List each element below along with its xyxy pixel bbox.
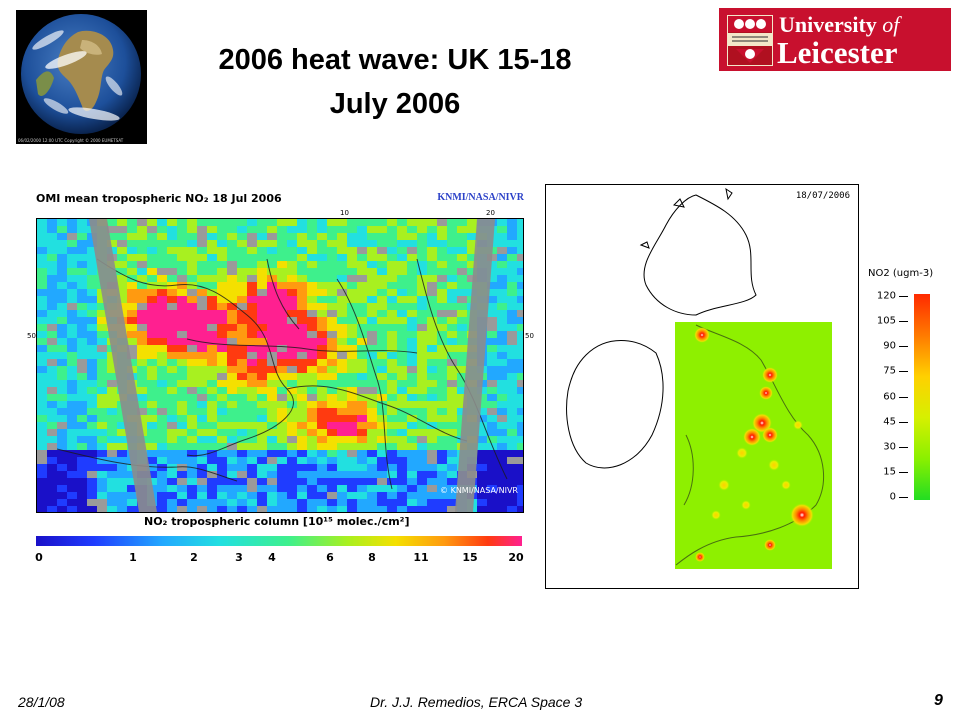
- crest-icon: [727, 15, 773, 66]
- uk-legend-label: 30: [883, 441, 896, 453]
- colorbar-label-3: 3: [235, 551, 243, 564]
- colorbar-label-20: 20: [508, 551, 524, 564]
- omi-no2-heatmap: [36, 218, 524, 513]
- omi-no2-heatmap-graphic: [37, 219, 523, 512]
- top-axis-tick-10: 10: [340, 209, 349, 217]
- uk-map-legend-colorbar: [914, 294, 930, 500]
- top-axis-tick-20: 20: [486, 209, 495, 217]
- colorbar-label-0: 0: [35, 551, 43, 564]
- side-axis-tick-50-right: 50: [525, 332, 534, 340]
- colorbar-title: NO₂ tropospheric column [10¹⁵ molec./cm²…: [144, 515, 410, 528]
- omi-map-watermark: © KNMI/NASA/NIVR: [440, 486, 518, 495]
- colorbar-label-11: 11: [413, 551, 429, 564]
- uk-legend-label: 45: [883, 416, 896, 428]
- earth-image-caption: 06/02/2000 12:00 UTC Copyright © 2000 EU…: [18, 138, 124, 143]
- earth-satellite-image: 06/02/2000 12:00 UTC Copyright © 2000 EU…: [16, 10, 147, 144]
- slide-title-line2: July 2006: [329, 88, 461, 120]
- uk-legend-label: 0: [889, 491, 896, 503]
- omi-map-credit: KNMI/NASA/NIVR: [437, 192, 524, 203]
- uk-no2-map-graphic: [566, 187, 832, 569]
- page-number: 9: [934, 692, 943, 709]
- uk-legend-label: 60: [883, 391, 896, 402]
- colorbar-label-4: 4: [268, 551, 276, 564]
- logo-text-university: University of: [779, 12, 900, 37]
- colorbar-label-15: 15: [462, 551, 478, 564]
- colorbar-label-2: 2: [190, 551, 198, 564]
- no2-colorbar: [36, 536, 522, 546]
- uk-legend-tick: [899, 396, 908, 398]
- colorbar-label-6: 6: [326, 551, 334, 564]
- uk-legend-tick: [899, 296, 908, 297]
- uk-legend-label: 15: [883, 466, 896, 478]
- footer-date: 28/1/08: [18, 694, 65, 710]
- colorbar-label-1: 1: [129, 551, 137, 564]
- slide-title: 2006 heat wave: UK 15-18 July 2006: [150, 38, 640, 126]
- omi-no2-map-panel: OMI mean tropospheric NO₂ 18 Jul 2006 KN…: [24, 184, 536, 570]
- uk-legend-tick: [899, 446, 908, 448]
- footer-author: Dr. J.J. Remedios, ERCA Space 3: [370, 694, 583, 710]
- uk-legend-tick: [899, 346, 908, 348]
- uk-legend-label: 90: [883, 340, 896, 352]
- uk-map-date: 18/07/2006: [795, 191, 850, 201]
- slide-title-line1: 2006 heat wave: UK 15-18: [218, 44, 572, 76]
- logo-text-leicester: Leicester: [777, 35, 898, 70]
- uk-legend-label: 105: [876, 315, 896, 327]
- uk-legend-tick: [899, 471, 908, 473]
- uk-legend-tick: [899, 321, 908, 323]
- uk-legend-tick: [899, 421, 908, 423]
- earth-globe-graphic: [21, 14, 141, 134]
- uk-legend-tick: [899, 497, 908, 498]
- uk-legend-label: 120: [876, 290, 896, 302]
- uk-no2-map-panel: 18/07/2006: [545, 184, 859, 589]
- omi-map-header: OMI mean tropospheric NO₂ 18 Jul 2006: [36, 192, 282, 205]
- university-logo: University of Leicester: [719, 8, 951, 71]
- side-axis-tick-50-left: 50: [27, 332, 36, 340]
- uk-legend-label: 75: [883, 365, 896, 377]
- uk-map-legend-title: NO2 (ugm-3): [868, 268, 934, 279]
- colorbar-label-8: 8: [368, 551, 376, 564]
- uk-legend-tick: [899, 371, 908, 373]
